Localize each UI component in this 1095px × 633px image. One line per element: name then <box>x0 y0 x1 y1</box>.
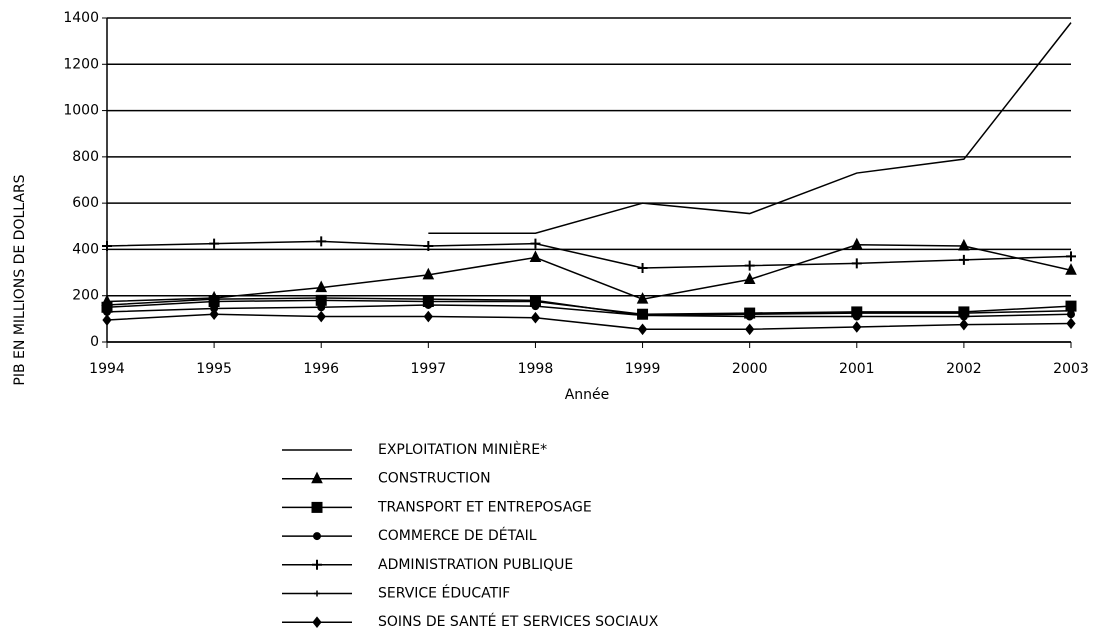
marker <box>423 310 433 323</box>
series-line <box>106 297 1072 317</box>
marker <box>314 590 320 597</box>
marker <box>958 254 969 265</box>
legend-label: SOINS DE SANTÉ ET SERVICES SOCIAUX <box>378 613 659 630</box>
marker <box>637 262 648 273</box>
legend-label: CONSTRUCTION <box>378 471 491 487</box>
marker <box>425 296 432 303</box>
marker <box>639 312 646 319</box>
y-tick-label: 200 <box>72 288 99 304</box>
marker <box>209 308 219 321</box>
series-line <box>106 313 1072 331</box>
marker <box>1066 317 1076 330</box>
y-tick-label: 1000 <box>63 103 99 119</box>
marker <box>312 616 322 629</box>
x-tick-label: 2002 <box>946 361 982 377</box>
marker <box>102 314 112 326</box>
marker <box>102 240 112 251</box>
y-tick-label: 1200 <box>63 56 99 72</box>
marker <box>529 250 542 263</box>
series-line <box>106 240 1072 269</box>
marker <box>532 297 539 304</box>
marker <box>743 272 756 285</box>
series-line <box>106 304 1072 318</box>
marker <box>1065 263 1077 275</box>
legend-label: SERVICE ÉDUCATIF <box>378 585 510 602</box>
marker <box>637 323 648 336</box>
y-axis-label: PIB EN MILLIONS DE DOLLARS <box>12 174 28 385</box>
x-tick-label: 1999 <box>625 361 661 377</box>
marker <box>316 310 326 323</box>
x-tick-label: 1996 <box>303 361 339 377</box>
marker <box>422 267 435 280</box>
marker <box>1068 307 1074 314</box>
marker <box>958 238 970 251</box>
legend-label: COMMERCE DE DÉTAIL <box>378 527 537 544</box>
marker <box>316 236 327 247</box>
y-tick-label: 800 <box>72 149 99 165</box>
legend-label: ADMINISTRATION PUBLIQUE <box>378 557 573 573</box>
x-tick-label: 2003 <box>1053 361 1089 377</box>
marker <box>850 237 863 250</box>
marker <box>104 301 110 308</box>
marker <box>315 280 328 293</box>
marker <box>960 310 967 317</box>
marker <box>530 238 541 249</box>
x-tick-label: 1994 <box>89 361 125 377</box>
marker <box>745 323 755 336</box>
marker <box>746 311 753 318</box>
marker <box>423 240 434 251</box>
series-line <box>428 22 1072 234</box>
marker <box>531 302 540 311</box>
x-tick-label: 2001 <box>839 361 875 377</box>
marker <box>424 300 433 309</box>
marker <box>312 559 322 570</box>
marker <box>636 292 649 304</box>
marker <box>852 321 862 333</box>
marker <box>530 311 541 324</box>
marker <box>1066 251 1076 262</box>
x-tick-label: 2000 <box>732 361 768 377</box>
y-tick-label: 600 <box>72 195 99 211</box>
legend-label: EXPLOITATION MINIÈRE* <box>378 441 547 458</box>
marker <box>318 295 325 302</box>
legend-label: TRANSPORT ET ENTREPOSAGE <box>377 499 592 515</box>
marker <box>211 296 218 303</box>
marker <box>851 258 862 269</box>
marker <box>311 471 323 484</box>
x-tick-label: 1997 <box>411 361 447 377</box>
marker <box>744 260 755 271</box>
marker <box>311 501 323 513</box>
x-tick-label: 1995 <box>196 361 232 377</box>
marker <box>209 238 220 249</box>
y-tick-label: 400 <box>72 241 99 257</box>
marker <box>313 532 321 541</box>
x-axis-label: Année <box>565 387 610 403</box>
y-tick-label: 1400 <box>63 10 99 26</box>
series-line <box>106 244 1072 303</box>
marker <box>959 318 969 331</box>
marker <box>853 310 860 317</box>
marker <box>317 303 326 312</box>
x-tick-label: 1998 <box>518 361 554 377</box>
y-tick-label: 0 <box>90 334 99 350</box>
